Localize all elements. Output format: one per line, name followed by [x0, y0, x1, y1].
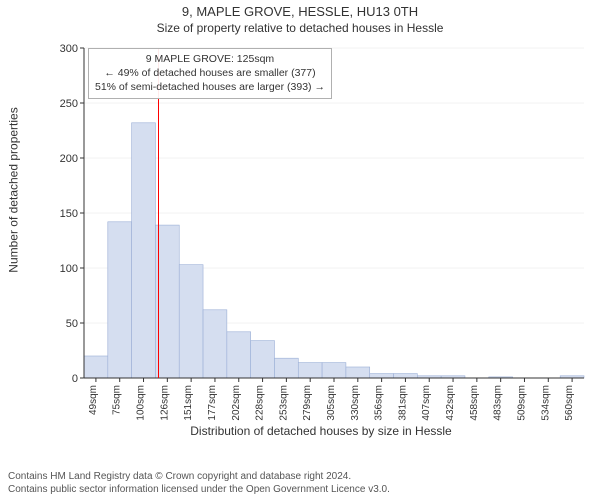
svg-text:330sqm: 330sqm	[350, 385, 361, 421]
footer-line-2: Contains public sector information licen…	[8, 483, 390, 496]
svg-text:75sqm: 75sqm	[112, 385, 123, 415]
y-axis-label: Number of detached properties	[4, 0, 24, 380]
svg-text:407sqm: 407sqm	[421, 385, 432, 421]
svg-text:253sqm: 253sqm	[278, 385, 289, 421]
annotation-line-2: ← 49% of detached houses are smaller (37…	[95, 66, 325, 80]
annotation-line-1: 9 MAPLE GROVE: 125sqm	[95, 52, 325, 66]
svg-text:432sqm: 432sqm	[445, 385, 456, 421]
svg-text:0: 0	[72, 373, 78, 385]
svg-text:300: 300	[60, 44, 78, 55]
svg-text:150: 150	[60, 208, 78, 220]
svg-text:560sqm: 560sqm	[564, 385, 575, 421]
svg-text:381sqm: 381sqm	[397, 385, 408, 421]
footer-line-1: Contains HM Land Registry data © Crown c…	[8, 470, 390, 483]
svg-text:483sqm: 483sqm	[493, 385, 504, 421]
svg-text:177sqm: 177sqm	[207, 385, 218, 421]
svg-text:228sqm: 228sqm	[255, 385, 266, 421]
chart-area: 0 50 100 150 200 250 300 49sqm 75sqm 100sqm 126sqm…	[56, 44, 586, 424]
svg-text:279sqm: 279sqm	[302, 385, 313, 421]
svg-text:458sqm: 458sqm	[469, 385, 480, 421]
page-title: 9, MAPLE GROVE, HESSLE, HU13 0TH	[0, 0, 600, 19]
annotation-line-3: 51% of semi-detached houses are larger (…	[95, 80, 325, 94]
svg-text:509sqm: 509sqm	[516, 385, 527, 421]
x-axis-label: Distribution of detached houses by size …	[56, 424, 586, 438]
histogram-svg: 0 50 100 150 200 250 300 49sqm 75sqm 100sqm 126sqm…	[56, 44, 586, 424]
chart-container: 9, MAPLE GROVE, HESSLE, HU13 0TH Size of…	[0, 0, 600, 500]
annotation-callout: 9 MAPLE GROVE: 125sqm ← 49% of detached …	[88, 48, 332, 99]
svg-text:202sqm: 202sqm	[231, 385, 242, 421]
svg-text:200: 200	[60, 153, 78, 165]
svg-text:151sqm: 151sqm	[183, 385, 194, 421]
svg-text:126sqm: 126sqm	[159, 385, 170, 421]
svg-text:100: 100	[60, 263, 78, 275]
svg-text:305sqm: 305sqm	[326, 385, 337, 421]
svg-text:49sqm: 49sqm	[88, 385, 99, 415]
svg-text:250: 250	[60, 98, 78, 110]
chart-subtitle: Size of property relative to detached ho…	[0, 19, 600, 35]
svg-text:50: 50	[66, 318, 78, 330]
svg-text:100sqm: 100sqm	[136, 385, 147, 421]
attribution-footer: Contains HM Land Registry data © Crown c…	[8, 470, 390, 496]
svg-text:356sqm: 356sqm	[374, 385, 385, 421]
svg-text:534sqm: 534sqm	[540, 385, 551, 421]
